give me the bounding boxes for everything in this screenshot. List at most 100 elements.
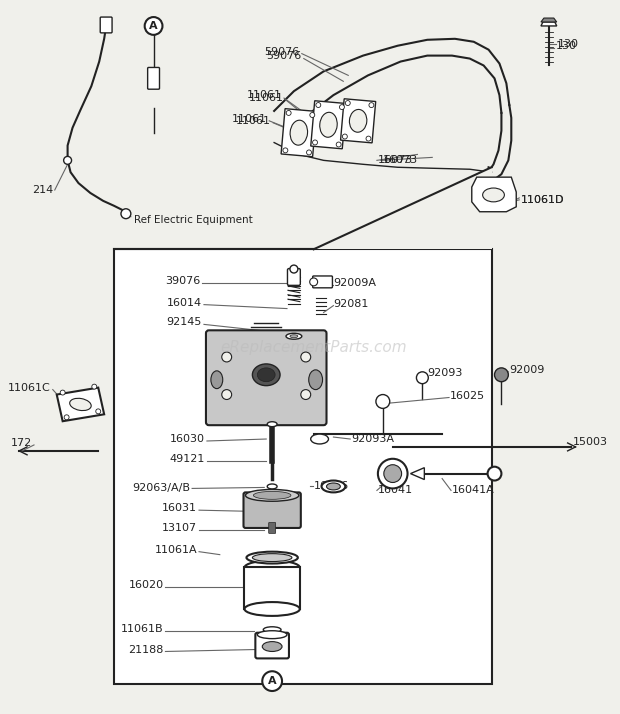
Text: 15003: 15003: [572, 437, 608, 447]
Circle shape: [306, 150, 311, 155]
Text: 16020: 16020: [128, 580, 164, 590]
Circle shape: [283, 148, 288, 153]
Text: 13107: 13107: [162, 523, 197, 533]
FancyBboxPatch shape: [244, 493, 301, 528]
Text: 130: 130: [558, 39, 578, 49]
Ellipse shape: [247, 552, 298, 563]
Ellipse shape: [290, 120, 308, 145]
Circle shape: [342, 134, 347, 139]
Text: 11061A: 11061A: [154, 545, 197, 555]
FancyBboxPatch shape: [148, 67, 159, 89]
Text: 16041A: 16041A: [452, 486, 495, 496]
Text: 16073: 16073: [383, 156, 418, 166]
Circle shape: [286, 111, 291, 116]
Text: 11061: 11061: [249, 93, 284, 103]
FancyBboxPatch shape: [288, 268, 300, 286]
Ellipse shape: [286, 333, 302, 339]
Polygon shape: [314, 167, 492, 249]
Text: 16186: 16186: [314, 481, 349, 491]
Circle shape: [487, 467, 502, 481]
Text: 39076: 39076: [165, 276, 200, 286]
Text: 11061B: 11061B: [121, 624, 164, 634]
Polygon shape: [311, 101, 346, 149]
Circle shape: [312, 140, 317, 145]
Text: 11061D: 11061D: [521, 195, 565, 205]
Text: 92009: 92009: [509, 365, 545, 375]
Text: 92063/A/B: 92063/A/B: [132, 483, 190, 493]
Text: 130: 130: [556, 41, 577, 51]
Polygon shape: [56, 388, 104, 421]
Ellipse shape: [246, 489, 299, 501]
Circle shape: [340, 105, 344, 109]
Ellipse shape: [244, 602, 300, 616]
Text: 92093A: 92093A: [351, 434, 394, 444]
Circle shape: [144, 17, 162, 35]
Text: eReplacementParts.com: eReplacementParts.com: [220, 340, 407, 355]
Circle shape: [64, 156, 71, 164]
Text: 11061C: 11061C: [8, 383, 51, 393]
Ellipse shape: [264, 627, 281, 633]
Ellipse shape: [262, 642, 282, 651]
Circle shape: [310, 113, 315, 118]
Circle shape: [262, 671, 282, 691]
Text: Ref Electric Equipment: Ref Electric Equipment: [134, 215, 252, 225]
Ellipse shape: [309, 370, 322, 390]
FancyBboxPatch shape: [268, 523, 276, 533]
Text: 16041: 16041: [378, 486, 413, 496]
Polygon shape: [541, 22, 557, 26]
Circle shape: [369, 103, 374, 108]
Text: 11061: 11061: [236, 116, 271, 126]
Text: 21188: 21188: [128, 645, 164, 655]
Text: 11061: 11061: [232, 114, 267, 124]
Ellipse shape: [320, 112, 337, 137]
Text: 92093: 92093: [427, 368, 463, 378]
Circle shape: [301, 352, 311, 362]
Circle shape: [92, 384, 97, 389]
Text: 16025: 16025: [450, 391, 485, 401]
Ellipse shape: [211, 371, 223, 388]
Text: 16031: 16031: [162, 503, 197, 513]
Ellipse shape: [322, 481, 345, 493]
Text: 16073: 16073: [378, 156, 413, 166]
Text: 59076: 59076: [265, 46, 300, 56]
Bar: [244, 568, 300, 609]
Circle shape: [366, 136, 371, 141]
Polygon shape: [472, 177, 516, 212]
Ellipse shape: [254, 491, 291, 499]
Circle shape: [310, 278, 317, 286]
Ellipse shape: [482, 188, 505, 202]
Circle shape: [316, 103, 321, 108]
Circle shape: [95, 409, 100, 414]
Text: 92009A: 92009A: [334, 278, 376, 288]
Text: 172: 172: [11, 438, 32, 448]
Text: 16014: 16014: [167, 298, 202, 308]
Circle shape: [290, 265, 298, 273]
FancyBboxPatch shape: [312, 276, 332, 288]
Ellipse shape: [257, 368, 275, 382]
Text: A: A: [268, 676, 277, 686]
Text: A: A: [149, 21, 158, 31]
Ellipse shape: [257, 630, 287, 638]
Circle shape: [222, 352, 232, 362]
Polygon shape: [410, 468, 424, 480]
FancyBboxPatch shape: [255, 633, 289, 658]
Text: 92145: 92145: [167, 318, 202, 328]
Polygon shape: [281, 109, 317, 156]
Ellipse shape: [267, 422, 277, 427]
Text: 16030: 16030: [170, 434, 205, 444]
FancyBboxPatch shape: [206, 331, 327, 425]
Circle shape: [378, 459, 407, 488]
Ellipse shape: [290, 335, 298, 338]
Text: 59076: 59076: [267, 51, 302, 61]
Text: 92081: 92081: [334, 298, 369, 308]
Circle shape: [336, 142, 341, 147]
Circle shape: [495, 368, 508, 382]
Circle shape: [376, 395, 390, 408]
Ellipse shape: [252, 553, 292, 561]
Bar: [114, 249, 492, 684]
Ellipse shape: [244, 560, 300, 574]
Circle shape: [345, 101, 350, 106]
Polygon shape: [340, 99, 376, 143]
Ellipse shape: [327, 483, 340, 490]
Ellipse shape: [267, 484, 277, 489]
